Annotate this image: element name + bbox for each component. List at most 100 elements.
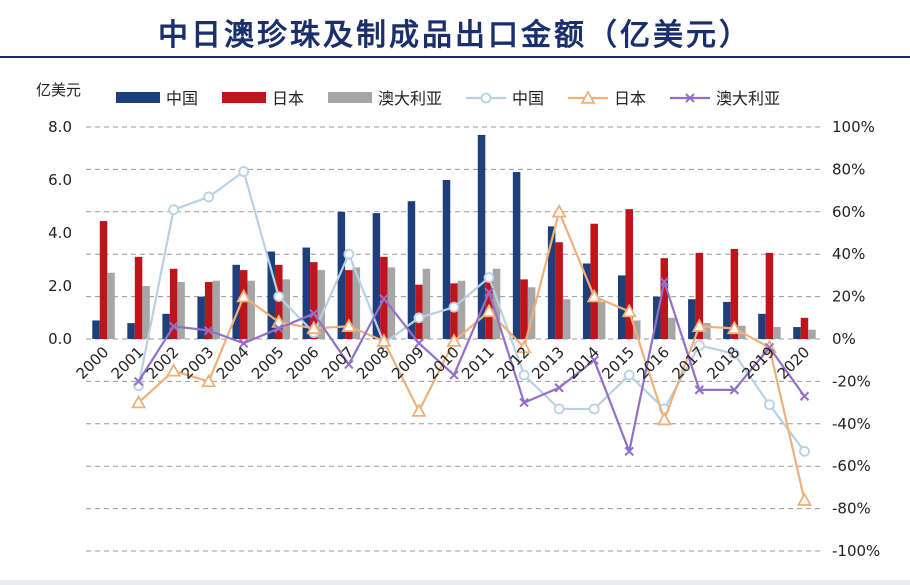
y-tick-label: 4.0 bbox=[48, 224, 72, 242]
bar bbox=[730, 248, 739, 339]
line-point bbox=[379, 294, 389, 304]
line-point bbox=[799, 445, 810, 457]
bar bbox=[407, 201, 416, 339]
line-point bbox=[449, 370, 459, 380]
bar bbox=[758, 313, 766, 339]
legend-label: 中国 bbox=[166, 89, 198, 108]
line-point bbox=[728, 348, 740, 360]
line-point bbox=[411, 403, 427, 417]
line-point bbox=[551, 203, 567, 218]
title-underline bbox=[0, 56, 910, 58]
bar bbox=[127, 323, 135, 339]
line-point bbox=[518, 369, 530, 381]
bar bbox=[204, 282, 213, 339]
bar bbox=[239, 270, 248, 339]
bar bbox=[337, 211, 346, 339]
bar bbox=[590, 223, 598, 339]
line-point bbox=[306, 320, 322, 335]
bar bbox=[92, 320, 100, 339]
y-tick-label: 0.0 bbox=[48, 330, 72, 348]
line-point bbox=[414, 338, 424, 348]
line-point bbox=[729, 385, 740, 395]
y2-tick-label: 20% bbox=[832, 288, 865, 306]
line-point bbox=[133, 376, 144, 387]
legend-label: 日本 bbox=[272, 89, 304, 108]
line-point bbox=[446, 333, 462, 347]
bar bbox=[442, 180, 451, 339]
bar bbox=[660, 258, 669, 339]
bar bbox=[597, 301, 606, 339]
line-point bbox=[273, 291, 285, 303]
bar bbox=[267, 251, 276, 339]
line-point bbox=[586, 288, 602, 303]
line-point bbox=[343, 248, 355, 260]
line-point bbox=[694, 385, 705, 395]
bar bbox=[527, 287, 536, 339]
bar bbox=[372, 213, 381, 339]
bar bbox=[302, 247, 311, 339]
bar bbox=[512, 172, 521, 339]
line-point bbox=[481, 303, 497, 318]
line-point bbox=[236, 288, 252, 303]
bar bbox=[492, 268, 501, 339]
legend-marker bbox=[580, 90, 596, 104]
line-point bbox=[624, 446, 634, 457]
bar bbox=[808, 329, 816, 339]
bar bbox=[107, 272, 115, 339]
legend-swatch bbox=[222, 92, 266, 103]
line-point bbox=[238, 166, 250, 177]
legend-label: 澳大利亚 bbox=[378, 89, 442, 108]
line-point bbox=[659, 277, 669, 287]
legend-label: 澳大利亚 bbox=[716, 89, 780, 108]
bar bbox=[177, 282, 185, 339]
line-point bbox=[483, 272, 495, 283]
line-point bbox=[484, 287, 494, 298]
legend-swatch bbox=[116, 92, 160, 103]
line-point bbox=[764, 342, 775, 353]
y-axis-title: 亿美元 bbox=[36, 81, 81, 99]
line-point bbox=[201, 373, 217, 388]
bar bbox=[197, 296, 205, 339]
y2-tick-label: -40% bbox=[832, 415, 871, 433]
bar bbox=[387, 267, 396, 339]
line-point bbox=[553, 403, 565, 415]
legend-marker bbox=[685, 93, 695, 103]
footer-band bbox=[0, 580, 910, 585]
line-point bbox=[203, 325, 214, 336]
line-point bbox=[309, 308, 319, 319]
bar bbox=[134, 256, 143, 339]
bar bbox=[142, 286, 150, 339]
line-point bbox=[621, 303, 637, 318]
bar bbox=[688, 299, 696, 339]
legend-marker bbox=[480, 92, 492, 104]
bar bbox=[555, 242, 563, 339]
y2-tick-label: 80% bbox=[832, 160, 865, 178]
x-tick-label: 2005 bbox=[248, 343, 288, 383]
y2-tick-label: -80% bbox=[832, 500, 871, 518]
line-point bbox=[764, 399, 775, 411]
line-point bbox=[344, 359, 354, 370]
line-point bbox=[413, 312, 425, 324]
legend-swatch bbox=[328, 92, 372, 103]
chart-canvas: -100% -80% -60% -40% -20% 0% 20% 40% 60% 80% 100% 亿… bbox=[36, 81, 880, 560]
line-point bbox=[168, 321, 179, 331]
line-point bbox=[588, 403, 600, 415]
line-point bbox=[656, 411, 672, 426]
bar bbox=[415, 284, 423, 339]
bar bbox=[212, 280, 220, 339]
bar bbox=[99, 221, 108, 339]
line-point bbox=[796, 492, 813, 506]
bar bbox=[520, 279, 528, 339]
bar bbox=[162, 313, 170, 339]
legend-label: 中国 bbox=[512, 89, 544, 108]
y2-tick-label: 40% bbox=[832, 245, 865, 263]
line-point bbox=[691, 318, 707, 332]
bar bbox=[723, 301, 731, 339]
line-point bbox=[131, 394, 147, 409]
x-tick-label: 2016 bbox=[633, 343, 673, 383]
line-point bbox=[168, 204, 180, 216]
y2-tick-label: -100% bbox=[832, 542, 880, 560]
y2-tick-label: 100% bbox=[832, 118, 875, 136]
line-point bbox=[448, 301, 460, 313]
x-tick-label: 2009 bbox=[388, 343, 428, 383]
